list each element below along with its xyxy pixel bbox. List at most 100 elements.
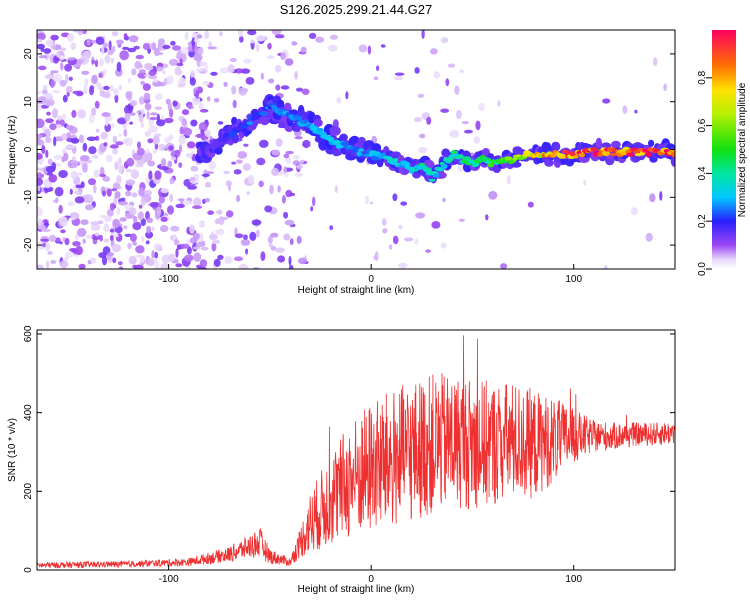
- spectrogram-noise-blob: [148, 75, 158, 80]
- spectrogram-noise-blob: [295, 87, 304, 92]
- spectrogram-noise-blob: [190, 119, 198, 127]
- spectrogram-noise-blob: [111, 45, 116, 53]
- spectrogram-noise-blob: [206, 96, 211, 102]
- spectrogram-noise-blob: [156, 66, 164, 72]
- spectrogram-ridge-halo: [601, 142, 612, 149]
- spectrogram-noise-blob: [200, 129, 205, 136]
- spectrogram-noise-blob: [114, 94, 119, 104]
- spectrogram-noise-blob: [194, 38, 200, 43]
- spectrogram-noise-blob: [243, 143, 249, 147]
- spectrogram-noise-blob: [144, 148, 150, 154]
- spectrogram-noise-blob: [138, 113, 144, 123]
- spectrogram-noise-blob: [233, 169, 242, 175]
- spectrogram-noise-blob: [65, 125, 75, 130]
- spectrogram-noise-blob: [151, 42, 157, 51]
- spectrogram-noise-blob: [137, 71, 147, 79]
- spectrogram-noise-blob: [382, 228, 388, 234]
- spectrogram-noise-blob: [485, 214, 489, 221]
- spectrogram-noise-blob: [170, 40, 176, 46]
- spectrogram-noise-blob: [58, 170, 68, 178]
- spectrogram-noise-blob: [44, 74, 55, 80]
- spectrogram-noise-blob: [109, 84, 115, 92]
- colorbar: 0.0 0.2 0.4 0.6 0.8 Normalized spectral ampl…: [697, 30, 748, 276]
- spectrogram-noise-blob: [328, 44, 338, 52]
- spectrogram-noise-blob: [199, 109, 209, 113]
- spectrogram-ridge-core: [380, 152, 387, 157]
- spectrogram-noise-blob: [160, 225, 169, 233]
- spectrogram-noise-blob: [45, 136, 52, 144]
- spectrogram-noise-blob: [37, 118, 45, 129]
- spectrogram-ridge-halo: [284, 102, 292, 111]
- spectrogram-noise-blob: [180, 243, 190, 249]
- spectrogram-noise-blob: [302, 139, 311, 149]
- spectrogram-noise-blob: [40, 238, 49, 242]
- spectrogram-noise-blob: [193, 252, 202, 262]
- spectrogram-noise-blob: [181, 109, 190, 116]
- spectrogram-noise-blob: [440, 242, 447, 249]
- spectrogram-noise-blob: [43, 186, 54, 192]
- spectrogram-noise-blob: [284, 219, 295, 226]
- spectrogram-noise-blob: [58, 204, 63, 214]
- spectrogram-noise-blob: [475, 120, 481, 131]
- spectrogram-noise-blob: [258, 180, 264, 188]
- spectrogram-noise-blob: [53, 154, 63, 160]
- spectrogram-noise-blob: [270, 246, 277, 251]
- spectrogram-noise-blob: [38, 217, 42, 226]
- spectrogram-noise-blob: [367, 45, 372, 55]
- spectrogram-noise-blob: [358, 44, 368, 53]
- spectrogram-ridge-core: [251, 115, 260, 120]
- spectrogram-noise-blob: [336, 96, 342, 104]
- spectrogram-noise-blob: [158, 143, 166, 151]
- spectrogram-noise-blob: [183, 179, 192, 187]
- spectrogram-noise-blob: [90, 221, 99, 226]
- spectrogram-x-axis-label: Height of straight line (km): [298, 285, 415, 296]
- spectrogram-noise-blob: [71, 109, 77, 118]
- spectrogram-noise-blob: [604, 265, 608, 269]
- spectrogram-noise-blob: [186, 141, 196, 149]
- spectrogram-noise-blob: [232, 99, 237, 109]
- spectrogram-noise-blob: [208, 160, 216, 170]
- spectrogram-noise-blob: [238, 263, 249, 269]
- spectrogram-noise-blob: [102, 176, 111, 182]
- spectrogram-y-tick-label: -10: [23, 190, 34, 205]
- spectrogram-noise-blob: [94, 100, 100, 109]
- spectrogram-noise-blob: [429, 48, 438, 55]
- spectrogram-noise-blob: [45, 118, 54, 124]
- spectrogram-noise-blob: [88, 178, 96, 186]
- spectrogram-noise-blob: [663, 83, 667, 91]
- spectrogram-noise-blob: [77, 109, 87, 119]
- spectrogram-noise-blob: [500, 263, 508, 269]
- spectrogram-noise-blob: [132, 241, 138, 246]
- spectrogram-noise-blob: [392, 235, 399, 245]
- spectrogram-noise-blob: [218, 216, 225, 226]
- spectrogram-noise-blob: [53, 136, 57, 147]
- spectrogram-noise-blob: [154, 260, 160, 269]
- spectrogram-noise-blob: [128, 35, 139, 43]
- spectrogram-noise-blob: [239, 35, 244, 43]
- spectrogram-noise-blob: [37, 206, 43, 217]
- spectrogram-noise-blob: [81, 70, 90, 76]
- spectrogram-noise-blob: [45, 165, 56, 173]
- spectrogram-ridge-core: [670, 151, 675, 158]
- spectrogram-noise-blob: [42, 85, 48, 90]
- spectrogram-noise-blob: [236, 194, 241, 203]
- spectrogram-noise-blob: [84, 77, 89, 88]
- spectrogram-noise-blob: [132, 221, 142, 231]
- spectrogram-noise-blob: [127, 47, 137, 53]
- spectrogram-noise-blob: [231, 161, 237, 165]
- spectrogram-noise-blob: [240, 239, 251, 246]
- spectrogram-noise-blob: [55, 162, 62, 167]
- spectrogram-noise-blob: [117, 117, 127, 125]
- spectrogram-noise-blob: [141, 108, 145, 116]
- spectrogram-noise-blob: [142, 42, 150, 51]
- spectrogram-noise-blob: [433, 71, 441, 79]
- spectrogram-noise-blob: [449, 129, 460, 138]
- spectrogram-noise-blob: [57, 115, 62, 121]
- spectrogram-noise-blob: [198, 122, 208, 132]
- spectrogram-noise-blob: [414, 67, 420, 74]
- spectrogram-noise-blob: [271, 149, 281, 156]
- spectrogram-noise-blob: [198, 220, 206, 228]
- spectrogram-noise-blob: [42, 242, 46, 248]
- spectrogram-noise-blob: [380, 44, 386, 48]
